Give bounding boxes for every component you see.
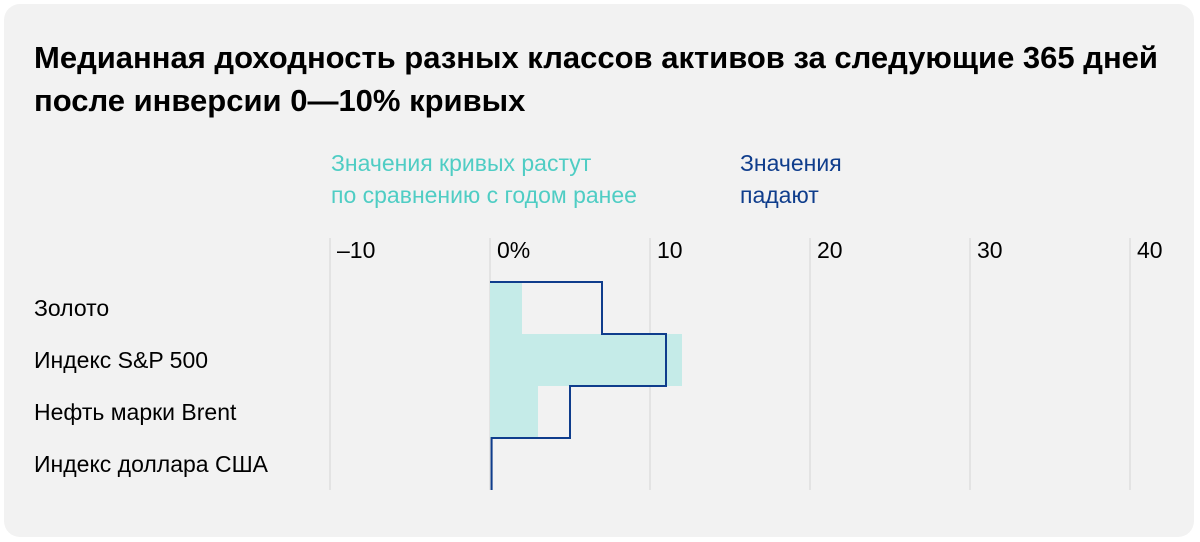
legend-rising-line1: Значения кривых растут xyxy=(331,150,592,176)
x-tick-label: 0% xyxy=(497,237,530,263)
falling-step-line xyxy=(490,281,667,490)
x-tick-label: 40 xyxy=(1137,237,1163,263)
category-label: Нефть марки Brent xyxy=(34,399,237,425)
legend-falling-line2: падают xyxy=(740,182,819,208)
legend-falling: Значения падают xyxy=(740,147,842,211)
x-tick-label: –10 xyxy=(337,237,375,263)
chart-card xyxy=(4,4,1194,537)
chart-title: Медианная доходность разных классов акти… xyxy=(34,40,1158,118)
category-label: Индекс доллара США xyxy=(34,451,269,477)
x-tick-label: 20 xyxy=(817,237,843,263)
x-tick-label: 30 xyxy=(977,237,1003,263)
category-label: Золото xyxy=(34,295,109,321)
bar-rising xyxy=(490,386,538,438)
legend-rising: Значения кривых растут по сравнению с го… xyxy=(331,147,637,211)
category-label: Индекс S&P 500 xyxy=(34,347,208,373)
x-tick-label: 10 xyxy=(657,237,683,263)
legend-falling-line1: Значения xyxy=(740,150,842,176)
bar-rising xyxy=(490,334,682,386)
bar-rising xyxy=(490,282,522,334)
legend-rising-line2: по сравнению с годом ранее xyxy=(331,182,637,208)
